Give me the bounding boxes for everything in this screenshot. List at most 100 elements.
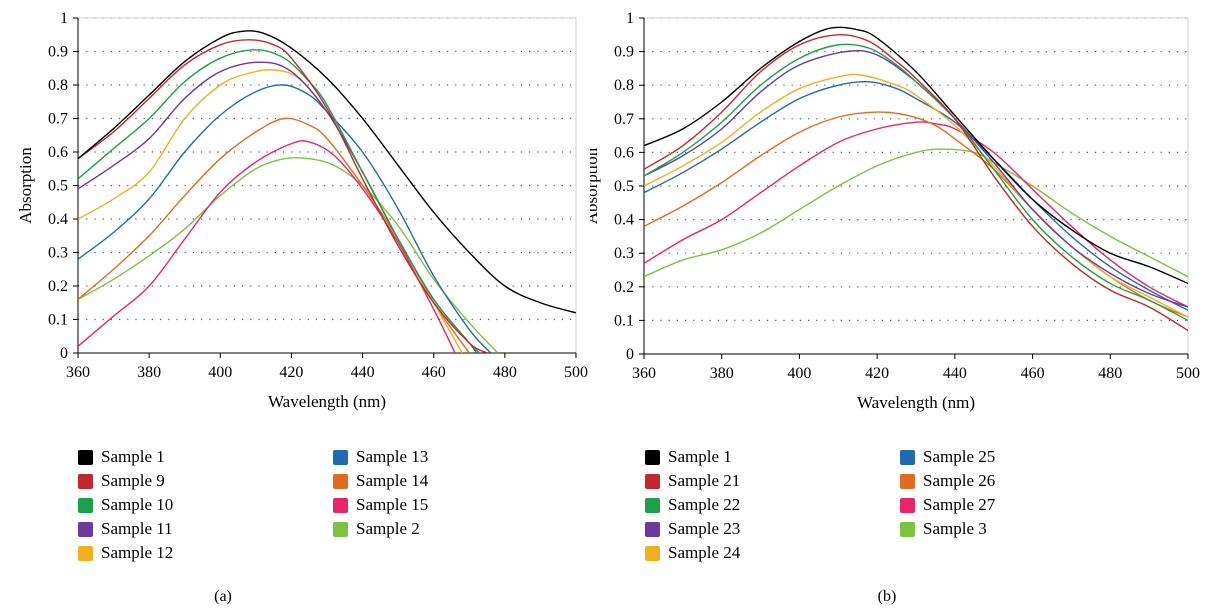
series-line-sample-23 bbox=[644, 51, 1188, 307]
legend-swatch bbox=[78, 498, 93, 513]
legend-item: Sample 25 bbox=[900, 446, 995, 468]
legend-label: Sample 22 bbox=[668, 494, 740, 516]
legend-item: Sample 3 bbox=[900, 518, 987, 540]
y-tick-label: 0.7 bbox=[614, 111, 634, 128]
series-line-sample-26 bbox=[644, 112, 1188, 317]
series-line-sample-14 bbox=[78, 118, 469, 353]
plot-area-border bbox=[644, 18, 1188, 354]
y-axis-title: Absorption bbox=[590, 147, 601, 224]
y-tick-label: 0 bbox=[60, 345, 68, 362]
legend-swatch bbox=[333, 498, 348, 513]
legend-label: Sample 24 bbox=[668, 542, 740, 564]
legend-label: Sample 11 bbox=[101, 518, 173, 540]
legend-swatch bbox=[78, 450, 93, 465]
legend-swatch bbox=[78, 546, 93, 561]
legend-label: Sample 9 bbox=[101, 470, 165, 492]
y-tick-label: 0.9 bbox=[614, 44, 634, 61]
y-tick-label: 0.9 bbox=[48, 44, 68, 61]
legend-swatch bbox=[333, 522, 348, 537]
y-tick-label: 1 bbox=[60, 10, 68, 27]
legend-label: Sample 21 bbox=[668, 470, 740, 492]
x-tick-label: 440 bbox=[943, 365, 967, 382]
x-tick-label: 400 bbox=[208, 364, 232, 381]
y-tick-label: 0.3 bbox=[614, 245, 634, 262]
x-tick-label: 400 bbox=[787, 365, 811, 382]
legend-swatch bbox=[645, 474, 660, 489]
y-tick-label: 0.5 bbox=[614, 178, 634, 195]
legend-swatch bbox=[333, 474, 348, 489]
x-tick-label: 360 bbox=[632, 365, 656, 382]
legend-swatch bbox=[78, 474, 93, 489]
legend-swatch bbox=[645, 450, 660, 465]
legend-swatch bbox=[900, 450, 915, 465]
y-tick-label: 0 bbox=[626, 346, 634, 363]
legend-label: Sample 12 bbox=[101, 542, 173, 564]
legend-item: Sample 23 bbox=[645, 518, 740, 540]
legend-item: Sample 26 bbox=[900, 470, 995, 492]
legend-item: Sample 12 bbox=[78, 542, 173, 564]
panel-b-caption: (b) bbox=[867, 588, 907, 606]
y-tick-label: 0.6 bbox=[48, 144, 68, 161]
legend-label: Sample 15 bbox=[356, 494, 428, 516]
legend-item: Sample 14 bbox=[333, 470, 428, 492]
x-tick-label: 360 bbox=[66, 364, 90, 381]
series-line-sample-27 bbox=[644, 122, 1188, 307]
legend-swatch bbox=[900, 498, 915, 513]
legend-label: Sample 14 bbox=[356, 470, 428, 492]
legend-panel-b: Sample 1 Sample 21 Sample 22 Sample 23 Sampl… bbox=[645, 446, 1045, 596]
legend-swatch bbox=[645, 546, 660, 561]
x-tick-label: 380 bbox=[710, 365, 734, 382]
panel-a-caption: (a) bbox=[203, 588, 243, 606]
y-tick-label: 0.1 bbox=[614, 312, 634, 329]
x-tick-label: 420 bbox=[279, 364, 303, 381]
legend-swatch bbox=[900, 522, 915, 537]
legend-panel-a: Sample 1 Sample 9 Sample 10 Sample 11 Sample… bbox=[78, 446, 478, 596]
chart-panel-b: 0 0.1 0.2 0.3 0.4 0.5 0.6 0.7 0.8 0.9 1 360 380 400 42… bbox=[590, 0, 1210, 440]
legend-item: Sample 21 bbox=[645, 470, 740, 492]
legend-label: Sample 3 bbox=[923, 518, 987, 540]
legend-swatch bbox=[333, 450, 348, 465]
legend-item: Sample 11 bbox=[78, 518, 173, 540]
y-tick-label: 0.4 bbox=[614, 212, 634, 229]
y-tick-label: 0.5 bbox=[48, 178, 68, 195]
series-line-sample-13 bbox=[78, 85, 491, 353]
y-tick-label: 0.4 bbox=[48, 211, 68, 228]
legend-swatch bbox=[645, 522, 660, 537]
y-tick-label: 0.3 bbox=[48, 245, 68, 262]
legend-label: Sample 26 bbox=[923, 470, 995, 492]
x-tick-label: 480 bbox=[493, 364, 517, 381]
legend-item: Sample 13 bbox=[333, 446, 428, 468]
legend-item: Sample 1 bbox=[645, 446, 732, 468]
x-axis-title: Wavelength (nm) bbox=[857, 393, 975, 412]
x-tick-label: 460 bbox=[1021, 365, 1045, 382]
y-axis-title: Absorption bbox=[16, 147, 35, 224]
x-tick-label: 460 bbox=[422, 364, 446, 381]
x-tick-label: 500 bbox=[564, 364, 588, 381]
legend-label: Sample 10 bbox=[101, 494, 173, 516]
series-line-sample-22 bbox=[644, 44, 1188, 320]
legend-label: Sample 27 bbox=[923, 494, 995, 516]
series-line-sample-1 bbox=[644, 27, 1188, 283]
legend-label: Sample 2 bbox=[356, 518, 420, 540]
y-tick-label: 0.2 bbox=[48, 278, 68, 295]
legend-item: Sample 15 bbox=[333, 494, 428, 516]
series-line-sample-25 bbox=[644, 82, 1188, 311]
chart-panel-a: 0 0.1 0.2 0.3 0.4 0.5 0.6 0.7 0.8 0.9 1 360 380 400 42… bbox=[0, 0, 590, 440]
legend-swatch bbox=[78, 522, 93, 537]
legend-label: Sample 25 bbox=[923, 446, 995, 468]
y-tick-label: 0.6 bbox=[614, 144, 634, 161]
x-tick-label: 440 bbox=[351, 364, 375, 381]
x-tick-label: 500 bbox=[1176, 365, 1200, 382]
series-line-sample-9 bbox=[78, 40, 487, 353]
series-line-sample-21 bbox=[644, 35, 1188, 331]
legend-label: Sample 1 bbox=[668, 446, 732, 468]
x-tick-label: 380 bbox=[137, 364, 161, 381]
y-tick-label: 0.2 bbox=[614, 279, 634, 296]
y-tick-label: 1 bbox=[626, 10, 634, 27]
y-tick-label: 0.8 bbox=[614, 77, 634, 94]
legend-label: Sample 13 bbox=[356, 446, 428, 468]
x-axis-title: Wavelength (nm) bbox=[268, 392, 386, 411]
legend-swatch bbox=[900, 474, 915, 489]
legend-item: Sample 9 bbox=[78, 470, 165, 492]
series-line-sample-10 bbox=[78, 50, 480, 353]
